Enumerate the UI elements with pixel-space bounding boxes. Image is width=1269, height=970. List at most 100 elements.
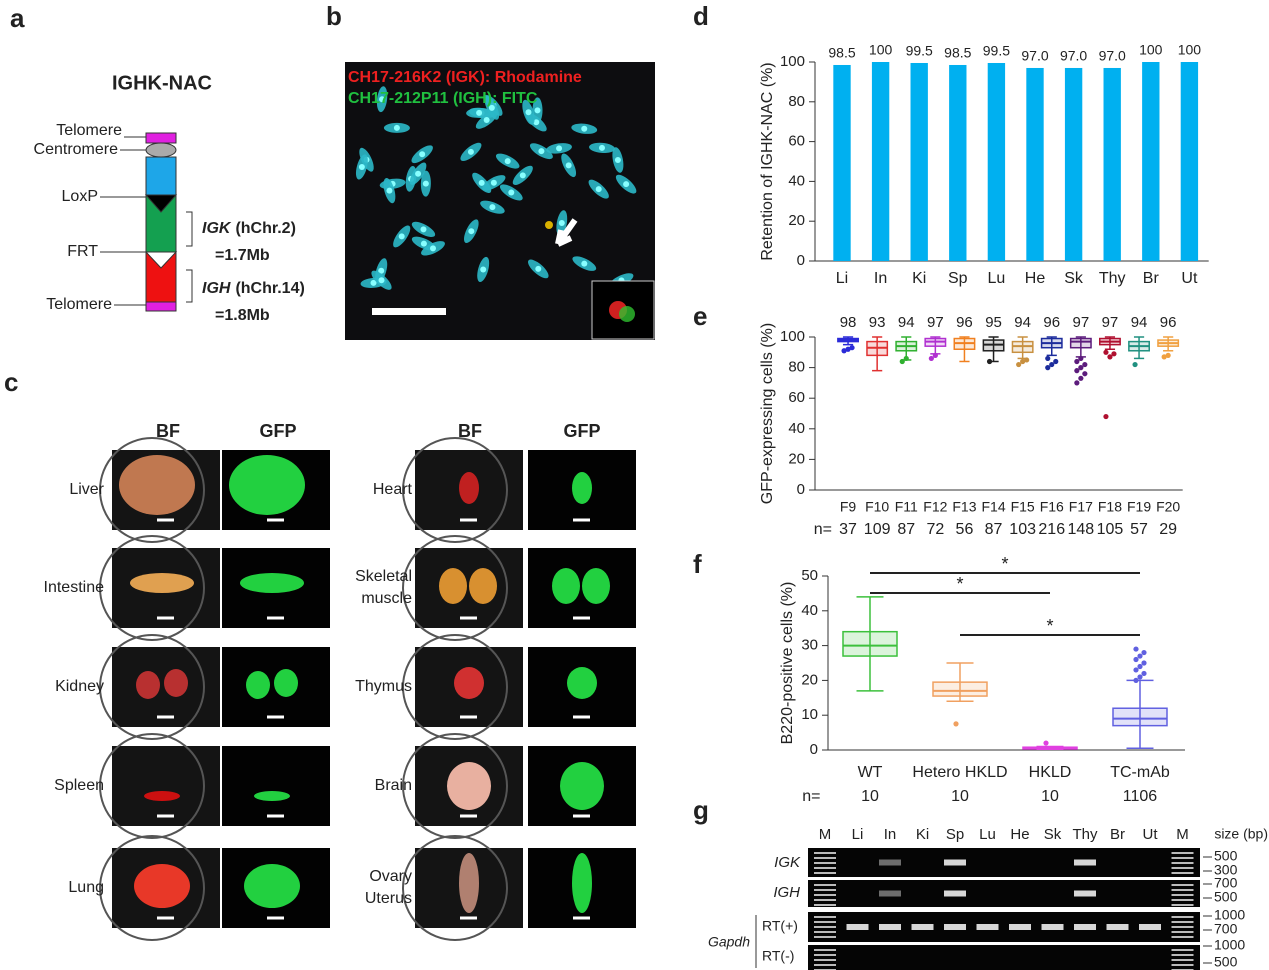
marker-band [814,926,836,928]
centromere [598,144,605,151]
flier [1133,656,1139,663]
flier [1024,357,1030,363]
organ [459,472,479,504]
centromere [415,170,422,177]
organ-label: Lung [68,879,104,896]
lane-label: Thy [1072,826,1098,843]
bar [1064,67,1083,261]
chr: (hChr.14) [235,280,304,297]
marker-band [814,899,836,901]
value-label: 97.0 [1060,48,1087,64]
centromere [476,109,483,116]
segment-label: IGH (hChr.14) [202,280,305,297]
flier [1082,361,1088,368]
label: LoxP [62,188,98,205]
centromere [623,181,630,188]
band [1106,924,1129,930]
organ [459,853,479,913]
y-tick-label: 0 [797,252,805,269]
size-label: 300 [1214,862,1238,878]
band [944,890,966,897]
y-tick-label: 80 [788,93,805,110]
gene-label: IGK [774,854,801,871]
organ [454,667,484,699]
marker-band [814,954,836,956]
n-value: 87 [985,521,1003,538]
median-label: 96 [956,314,973,331]
marker-band [814,936,836,938]
rt-label: RT(-) [762,948,794,964]
probe-label: CH17-212P11 (IGH): FITC [348,90,538,107]
marker-band [1171,904,1194,906]
centromere [538,148,545,155]
significance-star: * [956,574,963,594]
flier [932,352,938,358]
organ [164,669,188,697]
n-value: 148 [1067,521,1094,538]
organ [552,568,580,604]
x-tick-label: F15 [1011,499,1035,515]
value-label: 97.0 [1021,48,1048,64]
panel-label: a [10,3,25,33]
chr: (hChr.2) [235,220,295,237]
organ-label: Thymus [355,678,412,695]
photo [112,746,220,826]
gene: IGH [202,280,231,297]
flier [1043,740,1049,746]
lane-label: Ki [916,826,929,843]
flier [1020,358,1026,365]
median-label: 97 [1102,314,1119,331]
band [879,859,901,866]
marker-band [814,959,836,961]
n-value: 57 [1130,521,1148,538]
organ [274,669,298,697]
dish [99,535,205,641]
value-label: 100 [869,42,893,58]
flier [841,348,847,354]
centromere [398,233,405,240]
x-tick-label: Sk [1064,270,1084,287]
organ [130,573,194,593]
photo [415,548,523,628]
organ-label: Spleen [54,777,104,794]
y-tick-label: 20 [801,671,818,688]
marker-band [814,931,836,933]
flier [1074,368,1080,374]
x-tick-label: Br [1143,270,1160,287]
centromere [378,277,385,284]
n-value: 72 [926,521,944,538]
marker-band [814,921,836,923]
flier [1133,677,1139,684]
bar [833,64,851,261]
organ [229,455,305,515]
y-tick-label: 40 [788,172,805,189]
x-tick-label: F18 [1098,499,1122,515]
centromere [358,163,365,170]
organ [439,568,467,604]
panel-label: e [693,301,707,331]
lane-label: Ut [1143,826,1159,843]
n-value: 10 [1041,788,1059,805]
x-tick-label: Sp [948,270,968,287]
inset-green [619,306,635,322]
centromere [489,204,496,211]
flier [1133,646,1139,652]
flier [1137,653,1143,659]
flier [1053,358,1059,365]
dish [402,437,508,543]
centromere [478,179,485,186]
band [1139,924,1161,930]
panel-b: b CH17-216K2 (IGK): Rhodamine CH17-212P11… [326,1,655,340]
x-tick-label: In [874,270,887,287]
scale-bar [372,308,446,315]
centromere [525,109,532,116]
connectors [100,136,193,306]
flier [1103,413,1109,420]
centromere [420,226,427,233]
band [1041,924,1064,930]
marker-band [814,857,836,859]
centromere [488,104,495,111]
x-tick-label: Lu [988,270,1006,287]
marker-band [814,916,836,918]
box [932,681,988,697]
